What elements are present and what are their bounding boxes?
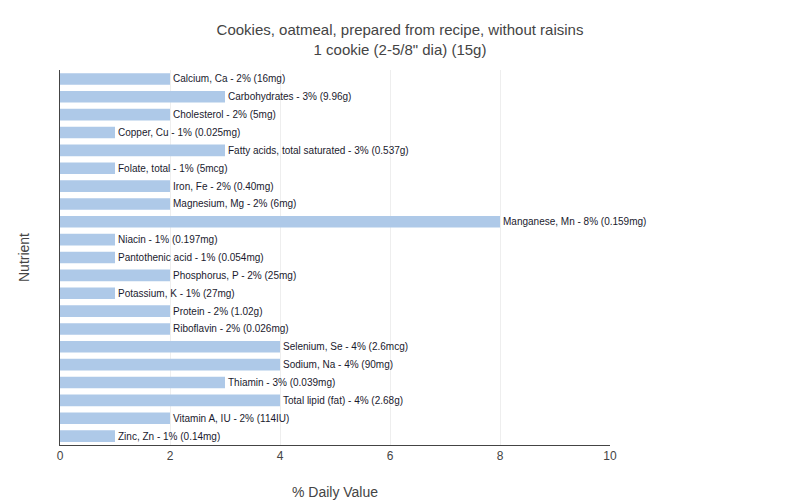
svg-text:Carbohydrates - 3% (9.96g): Carbohydrates - 3% (9.96g) <box>228 91 351 102</box>
svg-text:Magnesium, Mg - 2% (6mg): Magnesium, Mg - 2% (6mg) <box>173 198 296 209</box>
svg-text:Iron, Fe - 2% (0.40mg): Iron, Fe - 2% (0.40mg) <box>173 181 274 192</box>
svg-text:Cookies, oatmeal, prepared fro: Cookies, oatmeal, prepared from recipe, … <box>217 21 584 58</box>
svg-text:4: 4 <box>277 449 284 463</box>
svg-text:Calcium, Ca - 2% (16mg): Calcium, Ca - 2% (16mg) <box>173 73 285 84</box>
svg-text:Zinc, Zn - 1% (0.14mg): Zinc, Zn - 1% (0.14mg) <box>118 431 220 442</box>
svg-text:Thiamin - 3% (0.039mg): Thiamin - 3% (0.039mg) <box>228 377 335 388</box>
svg-text:Cholesterol - 2% (5mg): Cholesterol - 2% (5mg) <box>173 109 276 120</box>
svg-text:Vitamin A, IU - 2% (114IU): Vitamin A, IU - 2% (114IU) <box>173 413 289 424</box>
svg-text:Phosphorus, P - 2% (25mg): Phosphorus, P - 2% (25mg) <box>173 270 296 281</box>
svg-text:Sodium, Na - 4% (90mg): Sodium, Na - 4% (90mg) <box>283 359 393 370</box>
svg-text:Nutrient: Nutrient <box>16 233 32 282</box>
svg-text:Manganese, Mn - 8% (0.159mg): Manganese, Mn - 8% (0.159mg) <box>503 216 646 227</box>
svg-text:10: 10 <box>603 449 617 463</box>
svg-text:Pantothenic acid - 1% (0.054mg: Pantothenic acid - 1% (0.054mg) <box>118 252 264 263</box>
svg-text:Copper, Cu - 1% (0.025mg): Copper, Cu - 1% (0.025mg) <box>118 127 240 138</box>
svg-text:Folate, total - 1% (5mcg): Folate, total - 1% (5mcg) <box>118 163 227 174</box>
svg-text:Riboflavin - 2% (0.026mg): Riboflavin - 2% (0.026mg) <box>173 323 289 334</box>
svg-text:Fatty acids, total saturated -: Fatty acids, total saturated - 3% (0.537… <box>228 145 409 156</box>
svg-text:Niacin - 1% (0.197mg): Niacin - 1% (0.197mg) <box>118 234 217 245</box>
svg-text:0: 0 <box>57 449 64 463</box>
svg-text:Protein - 2% (1.02g): Protein - 2% (1.02g) <box>173 306 263 317</box>
svg-text:8: 8 <box>497 449 504 463</box>
svg-text:6: 6 <box>387 449 394 463</box>
svg-text:Total lipid (fat) - 4% (2.68g): Total lipid (fat) - 4% (2.68g) <box>283 395 403 406</box>
svg-text:% Daily Value: % Daily Value <box>292 484 378 500</box>
svg-text:2: 2 <box>167 449 174 463</box>
svg-text:Selenium, Se - 4% (2.6mcg): Selenium, Se - 4% (2.6mcg) <box>283 341 408 352</box>
svg-text:Potassium, K - 1% (27mg): Potassium, K - 1% (27mg) <box>118 288 235 299</box>
